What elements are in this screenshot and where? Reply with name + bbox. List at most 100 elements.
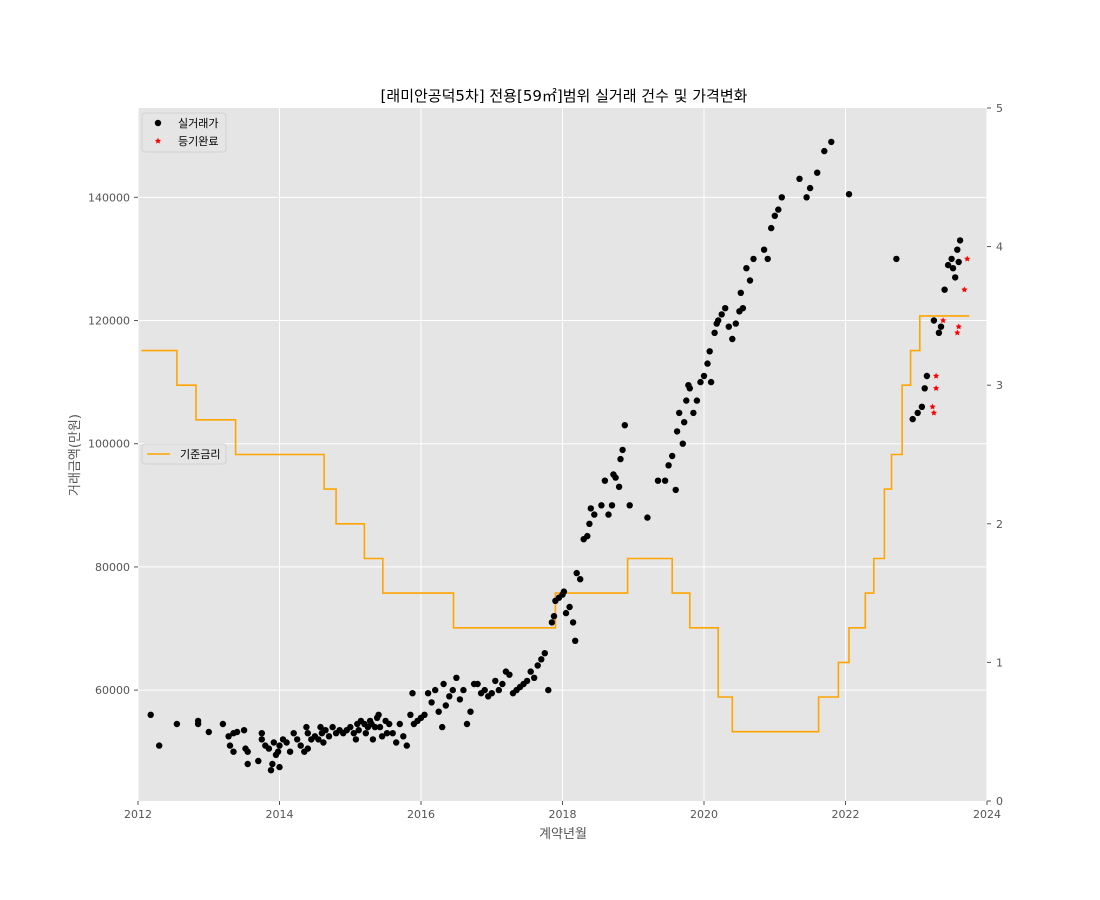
transaction-point xyxy=(948,255,955,263)
y2-tick-label: 2 xyxy=(996,518,1003,531)
transaction-point xyxy=(548,619,556,626)
transaction-point xyxy=(267,767,275,774)
transaction-point xyxy=(775,206,782,213)
legend-dot-icon xyxy=(154,119,162,127)
legend-label-transactions: 실거래가 xyxy=(178,117,218,130)
transaction-point xyxy=(845,191,853,198)
transaction-point xyxy=(506,671,513,678)
transaction-point xyxy=(621,422,628,429)
transaction-point xyxy=(706,348,713,355)
transaction-point xyxy=(577,576,584,583)
transaction-point xyxy=(325,733,333,740)
transaction-point xyxy=(771,212,778,219)
legend-label-registered: 등기완료 xyxy=(178,135,218,148)
transaction-point xyxy=(956,237,964,244)
transaction-point xyxy=(715,317,722,324)
registered-star-point xyxy=(961,286,968,293)
transaction-point xyxy=(393,739,400,746)
transaction-point xyxy=(711,329,718,336)
y-tick-label: 120000 xyxy=(88,315,130,328)
transaction-point xyxy=(935,329,943,336)
transaction-point xyxy=(352,736,360,743)
transaction-point xyxy=(538,656,545,663)
transaction-point xyxy=(803,194,810,201)
transaction-point xyxy=(531,674,538,681)
transaction-point xyxy=(591,511,598,518)
transaction-point xyxy=(617,455,624,463)
transaction-point xyxy=(676,409,683,417)
transaction-point xyxy=(909,415,916,423)
transaction-point xyxy=(439,723,446,731)
transaction-point xyxy=(562,609,570,617)
transaction-point xyxy=(681,419,688,426)
y2-tick-label: 5 xyxy=(996,102,1003,115)
transaction-point xyxy=(586,520,593,527)
transaction-point xyxy=(424,690,432,697)
transaction-point xyxy=(463,720,471,728)
transaction-point xyxy=(569,619,577,626)
transaction-point xyxy=(725,323,732,330)
transaction-point xyxy=(274,748,282,755)
transaction-point xyxy=(828,138,835,146)
transaction-point xyxy=(921,385,928,392)
transaction-point xyxy=(219,720,227,728)
transaction-point xyxy=(258,736,265,743)
transaction-point xyxy=(350,730,357,737)
registered-star-point xyxy=(964,255,971,262)
transaction-point xyxy=(686,385,693,392)
transaction-point xyxy=(495,686,502,694)
transaction-point xyxy=(693,397,701,404)
transaction-point xyxy=(739,305,747,312)
transaction-point xyxy=(304,745,311,752)
transaction-point xyxy=(400,733,407,740)
transaction-point xyxy=(534,662,541,669)
transaction-point xyxy=(661,477,669,484)
transaction-point xyxy=(409,690,416,697)
transaction-point xyxy=(732,320,739,327)
transaction-point xyxy=(746,277,754,284)
transaction-point xyxy=(396,720,403,728)
transaction-point xyxy=(270,739,277,746)
transaction-point xyxy=(173,720,181,728)
registered-star-point xyxy=(940,317,947,324)
y2-tick-label: 0 xyxy=(996,795,1003,808)
transaction-point xyxy=(673,428,681,435)
transaction-point xyxy=(669,452,676,460)
registered-star-point xyxy=(929,403,936,410)
transaction-point xyxy=(362,730,369,737)
transaction-point xyxy=(937,323,945,330)
transaction-point xyxy=(488,690,495,697)
transaction-point xyxy=(244,748,251,755)
transaction-point xyxy=(718,311,725,318)
legend-star-icon xyxy=(154,137,162,144)
transaction-point xyxy=(294,736,301,743)
registered-star-point xyxy=(955,323,962,330)
y2-tick-label: 1 xyxy=(996,656,1003,669)
transaction-point xyxy=(303,723,310,731)
transaction-point xyxy=(286,748,294,755)
transaction-point xyxy=(626,502,633,509)
x-tick-label: 2018 xyxy=(549,808,577,821)
transaction-point xyxy=(750,255,757,263)
y-tick-label: 80000 xyxy=(95,561,130,574)
transaction-point xyxy=(654,477,662,484)
transaction-point xyxy=(492,677,499,685)
transaction-point xyxy=(258,730,265,737)
transaction-points-layer xyxy=(147,138,964,774)
transaction-point xyxy=(707,378,715,386)
transaction-point xyxy=(941,286,948,293)
transaction-point xyxy=(550,613,558,620)
transaction-point xyxy=(460,686,467,694)
x-tick-label: 2014 xyxy=(266,808,294,821)
transaction-point xyxy=(315,736,322,743)
transaction-point xyxy=(918,403,926,410)
transaction-point xyxy=(276,742,283,749)
transaction-point xyxy=(386,720,393,728)
transaction-point xyxy=(453,674,460,681)
transaction-point xyxy=(683,397,690,404)
transaction-point xyxy=(290,730,297,737)
transaction-point xyxy=(605,511,612,518)
transaction-point xyxy=(383,730,391,737)
registered-stars-layer xyxy=(929,255,971,416)
transaction-point xyxy=(449,686,456,694)
